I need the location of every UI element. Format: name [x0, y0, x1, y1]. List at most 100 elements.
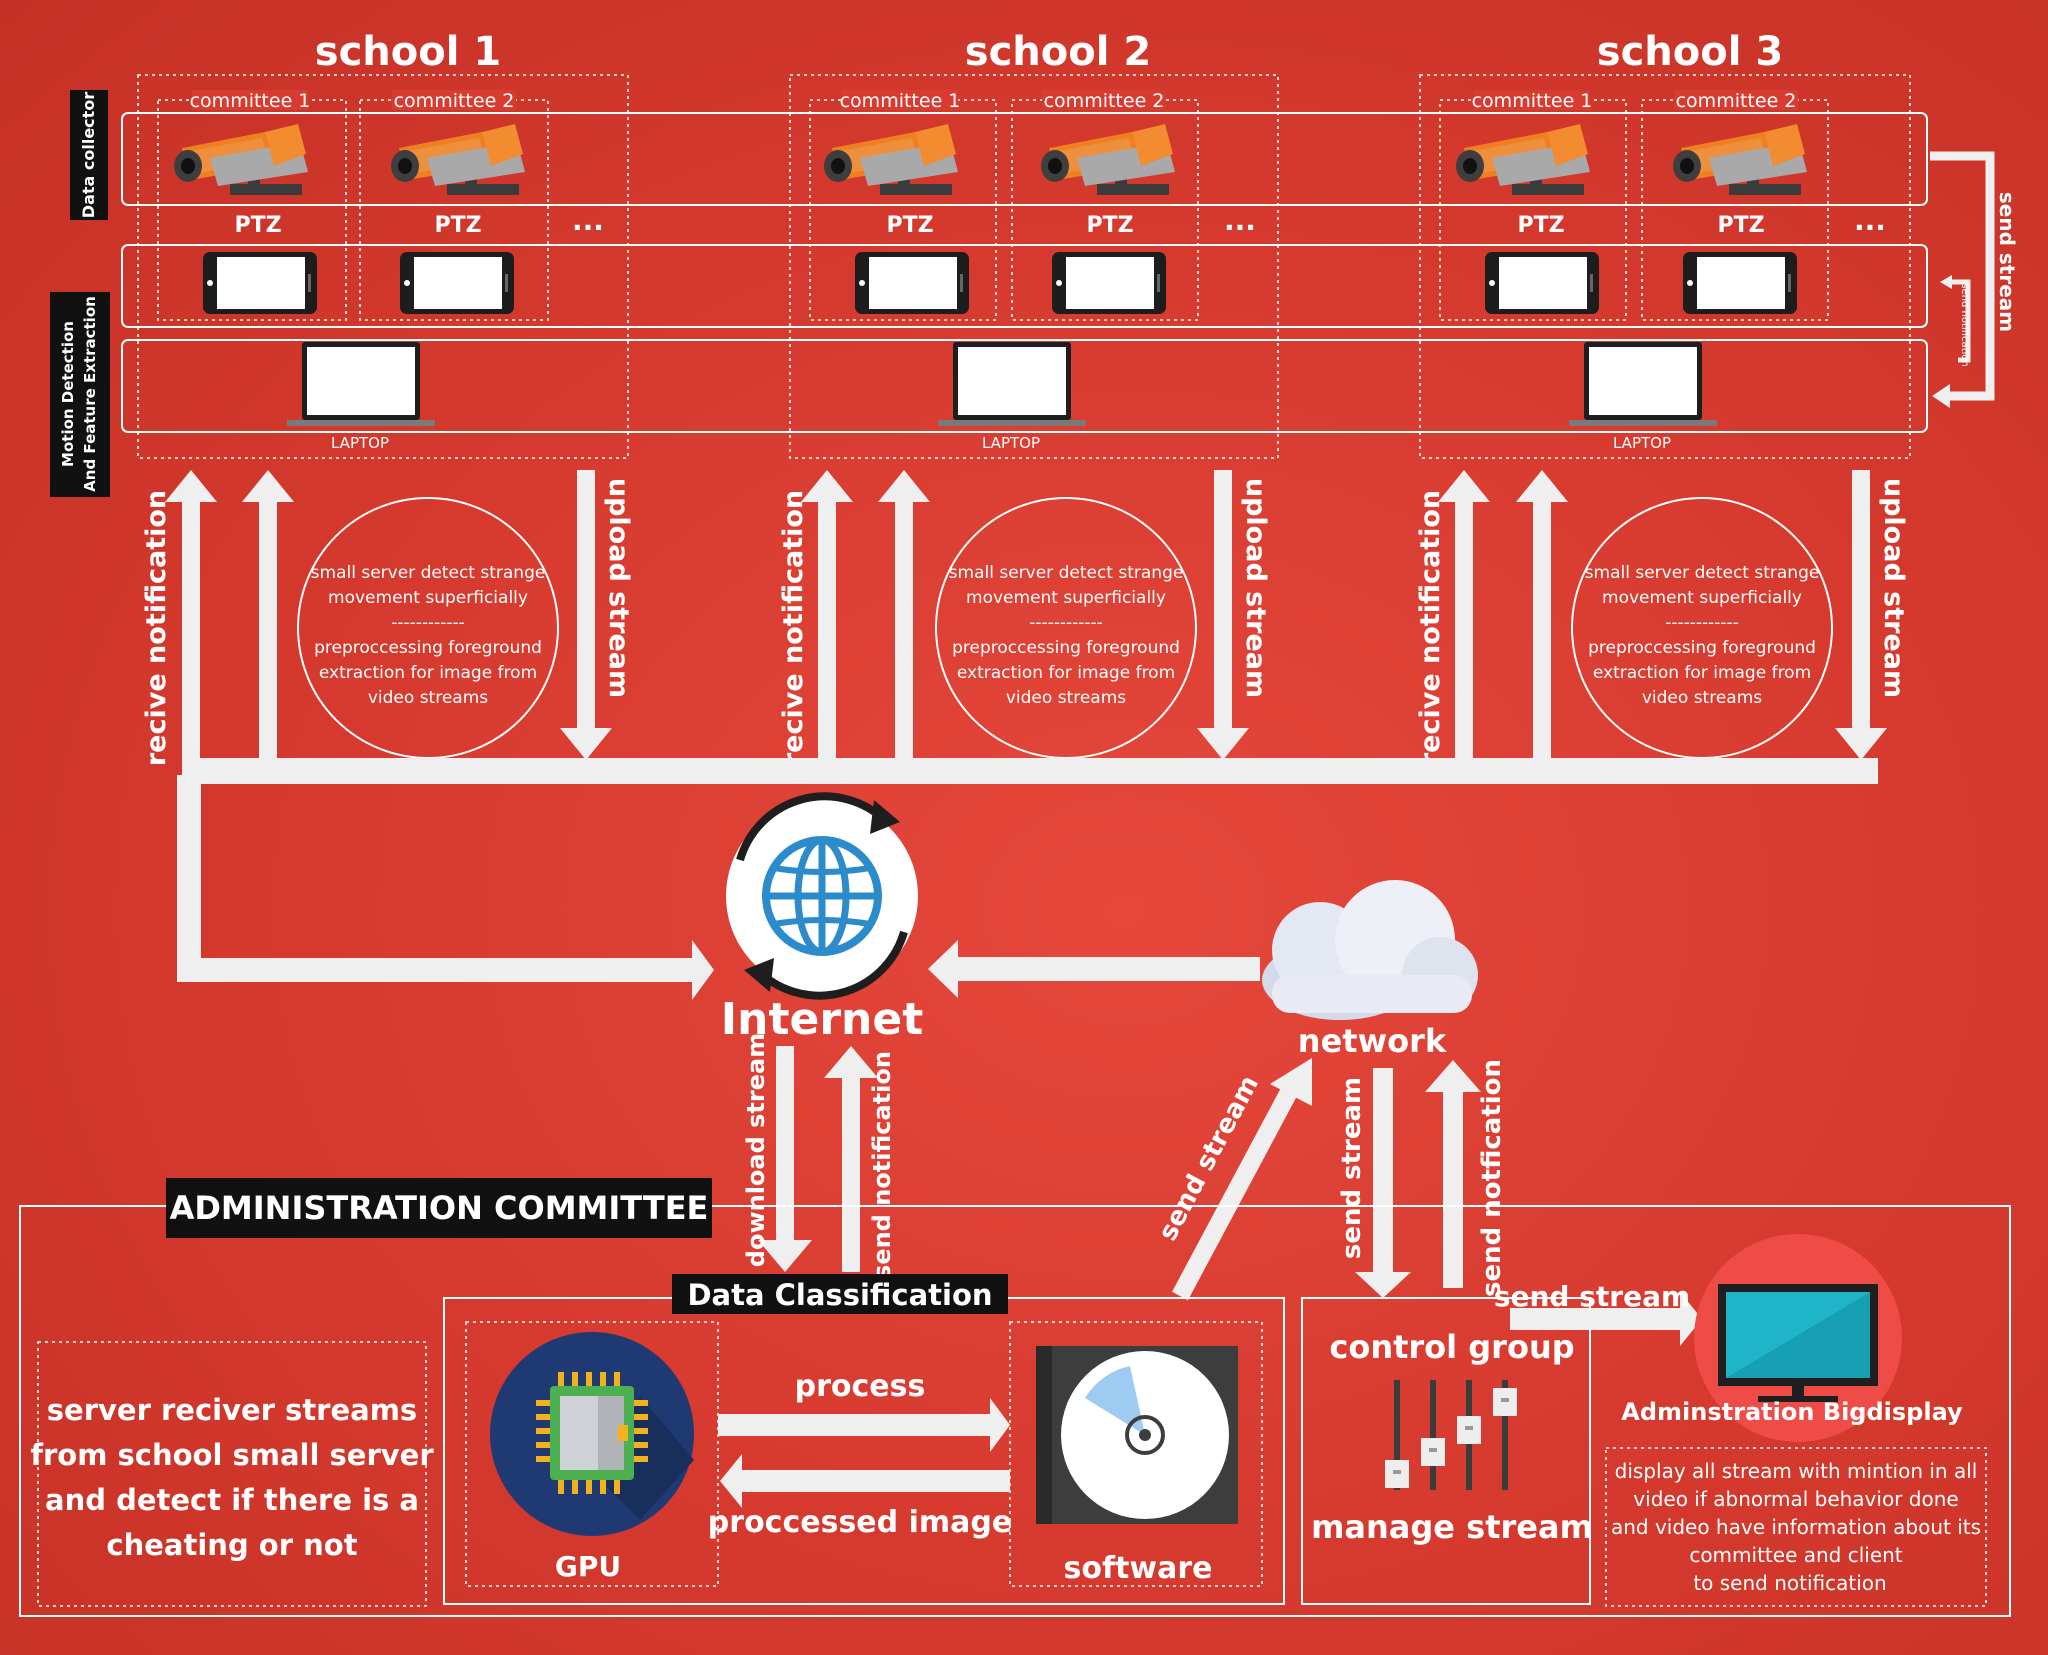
tablet-icon [855, 252, 969, 314]
laptop-icon [1569, 342, 1717, 426]
svg-text:video streams: video streams [368, 688, 488, 708]
svg-text:video streams: video streams [1642, 688, 1762, 708]
process-label: process [795, 1369, 926, 1404]
more-ellipsis: ... [1224, 204, 1256, 237]
gpu-chip-icon [490, 1332, 694, 1536]
upload-stream-label: upload stream [1878, 478, 1909, 698]
arrow-head-up [242, 470, 294, 502]
upload-stream-label: upload stream [603, 478, 634, 698]
admin-title: ADMINISTRATION COMMITTEE [170, 1189, 709, 1227]
globe-sync-icon [726, 792, 918, 1000]
svg-text:server reciver streams: server reciver streams [47, 1393, 417, 1427]
committee-label: committee 2 [1044, 90, 1165, 112]
arrow-head-right [1680, 1292, 1702, 1346]
ptz-label: PTZ [1517, 213, 1564, 238]
process-arrow-shaft [718, 1414, 996, 1436]
laptop-label: LAPTOP [1613, 434, 1671, 452]
software-box [1009, 1321, 1263, 1587]
svg-text:and detect if there is a: and detect if there is a [45, 1483, 419, 1517]
diagonal-arrow-shaft [1172, 1085, 1298, 1301]
svg-text:preproccessing foreground: preproccessing foreground [314, 638, 542, 658]
committee-label: committee 1 [840, 90, 961, 112]
processed-arrow-shaft [738, 1470, 1010, 1492]
arrow-head-left [928, 940, 958, 998]
svg-text:------------: ------------ [391, 613, 465, 633]
receive-notification-label: recive notification [778, 490, 809, 766]
ptz-camera-icon [1041, 124, 1175, 195]
more-ellipsis: ... [572, 204, 604, 237]
committee-label: committee 1 [1472, 90, 1593, 112]
tablet-icon [1052, 252, 1166, 314]
arrow-shaft [1455, 498, 1473, 758]
school-box [789, 74, 1279, 459]
gpu-box [465, 1321, 719, 1587]
school-title: school 1 [315, 29, 501, 75]
committee-label: committee 2 [394, 90, 515, 112]
right-feedback-connector: send stream send notification [1930, 151, 2019, 408]
svg-text:preproccessing foreground: preproccessing foreground [1588, 638, 1816, 658]
arrow-head-up [824, 1046, 878, 1078]
svg-text:small server detect strange: small server detect strange [311, 563, 546, 583]
svg-text:small server detect strange: small server detect strange [949, 563, 1184, 583]
processed-image-label: proccessed image [708, 1505, 1012, 1540]
sliders-icon [1385, 1380, 1517, 1490]
bigdisplay-label: Adminstration Bigdisplay [1621, 1398, 1963, 1426]
ptz-label: PTZ [1717, 213, 1764, 238]
school-3: school 3 committee 1 committee 2 PTZ PTZ… [1415, 29, 1911, 766]
tablet-icon [203, 252, 317, 314]
cloud-to-internet-shaft [955, 957, 1260, 981]
arrow-shaft [577, 470, 595, 732]
admin-title-box [166, 1178, 712, 1238]
tablet-icon [1683, 252, 1797, 314]
school-box [1419, 74, 1911, 459]
svg-text:------------: ------------ [1665, 613, 1739, 633]
bus-to-internet-horizontal [177, 958, 697, 982]
arrow-head-up [165, 470, 217, 502]
laptop-label: LAPTOP [982, 434, 1040, 452]
receive-notification-label: recive notification [1415, 490, 1446, 766]
arrow-head-up [1425, 1060, 1481, 1092]
svg-text:extraction for image from: extraction for image from [319, 663, 537, 683]
arrow-shaft [895, 498, 913, 758]
arrow-shaft [1373, 1068, 1393, 1280]
ptz-camera-icon [1673, 124, 1807, 195]
data-collector-label: Data collector [79, 92, 98, 219]
download-stream-label: download stream [742, 1033, 770, 1267]
svg-text:small server detect strange: small server detect strange [1585, 563, 1820, 583]
camera-row-band [121, 112, 1928, 206]
send-notification-side-label: send notification [1959, 283, 1970, 366]
send-notfication-label: send notfication [1477, 1059, 1507, 1297]
svg-text:movement superficially: movement superficially [966, 588, 1166, 608]
ptz-camera-icon [824, 124, 958, 195]
data-classification-title-box [672, 1274, 1008, 1314]
laptop-icon [938, 342, 1086, 426]
svg-text:extraction for image from: extraction for image from [957, 663, 1175, 683]
svg-text:display all stream with mintio: display all stream with mintion in all [1615, 1459, 1978, 1483]
cloud-icon [1262, 880, 1478, 1020]
svg-text:video if abnormal behavior don: video if abnormal behavior done [1633, 1487, 1958, 1511]
school-bus-line [182, 758, 1878, 784]
arrow-shaft [842, 1074, 860, 1272]
disc-software-icon [1036, 1346, 1238, 1524]
ptz-camera-icon [391, 124, 525, 195]
arrow-shaft [818, 498, 836, 758]
small-server-text: small server detect strange movement sup… [1585, 563, 1820, 708]
svg-text:from school small server: from school small server [30, 1438, 434, 1472]
arrow-head-up-right [1270, 1058, 1312, 1106]
arrow-head-up [878, 470, 930, 502]
small-server-text: small server detect strange movement sup… [949, 563, 1184, 708]
svg-text:movement superficially: movement superficially [328, 588, 528, 608]
svg-text:------------: ------------ [1029, 613, 1103, 633]
gpu-label: GPU [555, 1550, 621, 1583]
svg-text:to send notification: to send notification [1693, 1571, 1886, 1595]
send-stream-right-label: send stream [1494, 1280, 1690, 1313]
laptop-row-band [121, 339, 1928, 433]
school-2: school 2 committee 1 committee 2 PTZ PTZ… [778, 29, 1279, 766]
tablet-icon [1485, 252, 1599, 314]
small-server-text: small server detect strange movement sup… [311, 563, 546, 708]
send-stream-side-label: send stream [1995, 192, 2019, 332]
tablet-row-band [121, 244, 1928, 328]
arrow-head-right [692, 940, 714, 1000]
network-label: network [1298, 1022, 1447, 1060]
internet-label: Internet [721, 994, 923, 1045]
